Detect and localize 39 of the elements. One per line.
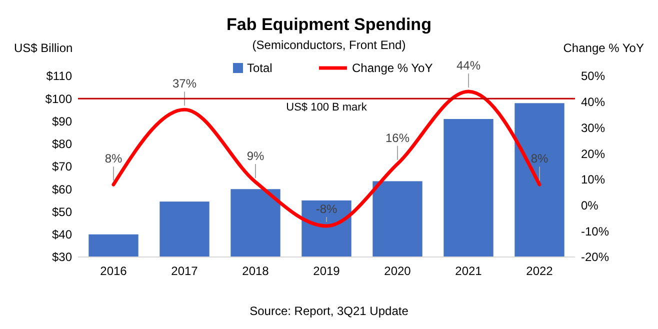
chart-title: Fab Equipment Spending [226, 15, 432, 34]
y2-tick-label: -20% [581, 250, 610, 264]
data-label: 44% [456, 58, 481, 73]
y2-tick-label: 10% [581, 172, 606, 187]
ref-line-label: US$ 100 B mark [286, 102, 368, 114]
data-label: 8% [530, 152, 548, 166]
data-label: 9% [246, 149, 264, 164]
x-tick-label: 2018 [242, 264, 270, 278]
data-label: 8% [104, 152, 122, 166]
y-tick-label: $60 [52, 182, 72, 196]
y-axis-title: US$ Billion [14, 41, 73, 55]
y-tick-label: $30 [52, 250, 72, 264]
y2-tick-label: 40% [581, 95, 606, 110]
y-tick-label: $40 [52, 228, 72, 242]
y2-tick-label: 0% [581, 198, 599, 212]
y-tick-label: $100 [45, 92, 72, 106]
y2-tick-label: 50% [581, 69, 606, 84]
legend-label: Total [247, 61, 272, 76]
data-label: 16% [385, 130, 410, 145]
y-tick-label: $110 [46, 69, 72, 84]
y2-axis-title: Change % YoY [563, 41, 644, 55]
y-tick-label: $70 [52, 160, 72, 174]
y-tick-label: $90 [52, 114, 72, 128]
data-label: 37% [172, 76, 197, 91]
x-tick-label: 2017 [171, 264, 198, 278]
x-tick-label: 2016 [100, 264, 128, 278]
y-tick-label: $80 [52, 137, 72, 152]
y2-tick-label: 20% [581, 146, 606, 161]
chart-subtitle: (Semiconductors, Front End) [252, 38, 406, 52]
y-tick-label: $50 [52, 204, 72, 219]
source-note: Source: Report, 3Q21 Update [250, 304, 409, 318]
legend-label: Change % YoY [352, 61, 433, 76]
x-tick-label: 2019 [313, 264, 340, 278]
data-label: -8% [316, 202, 338, 216]
y2-tick-label: -10% [581, 224, 610, 238]
y2-tick-label: 30% [581, 120, 606, 135]
x-tick-label: 2022 [526, 264, 554, 278]
x-tick-label: 2020 [384, 264, 412, 278]
x-tick-label: 2021 [455, 264, 482, 278]
